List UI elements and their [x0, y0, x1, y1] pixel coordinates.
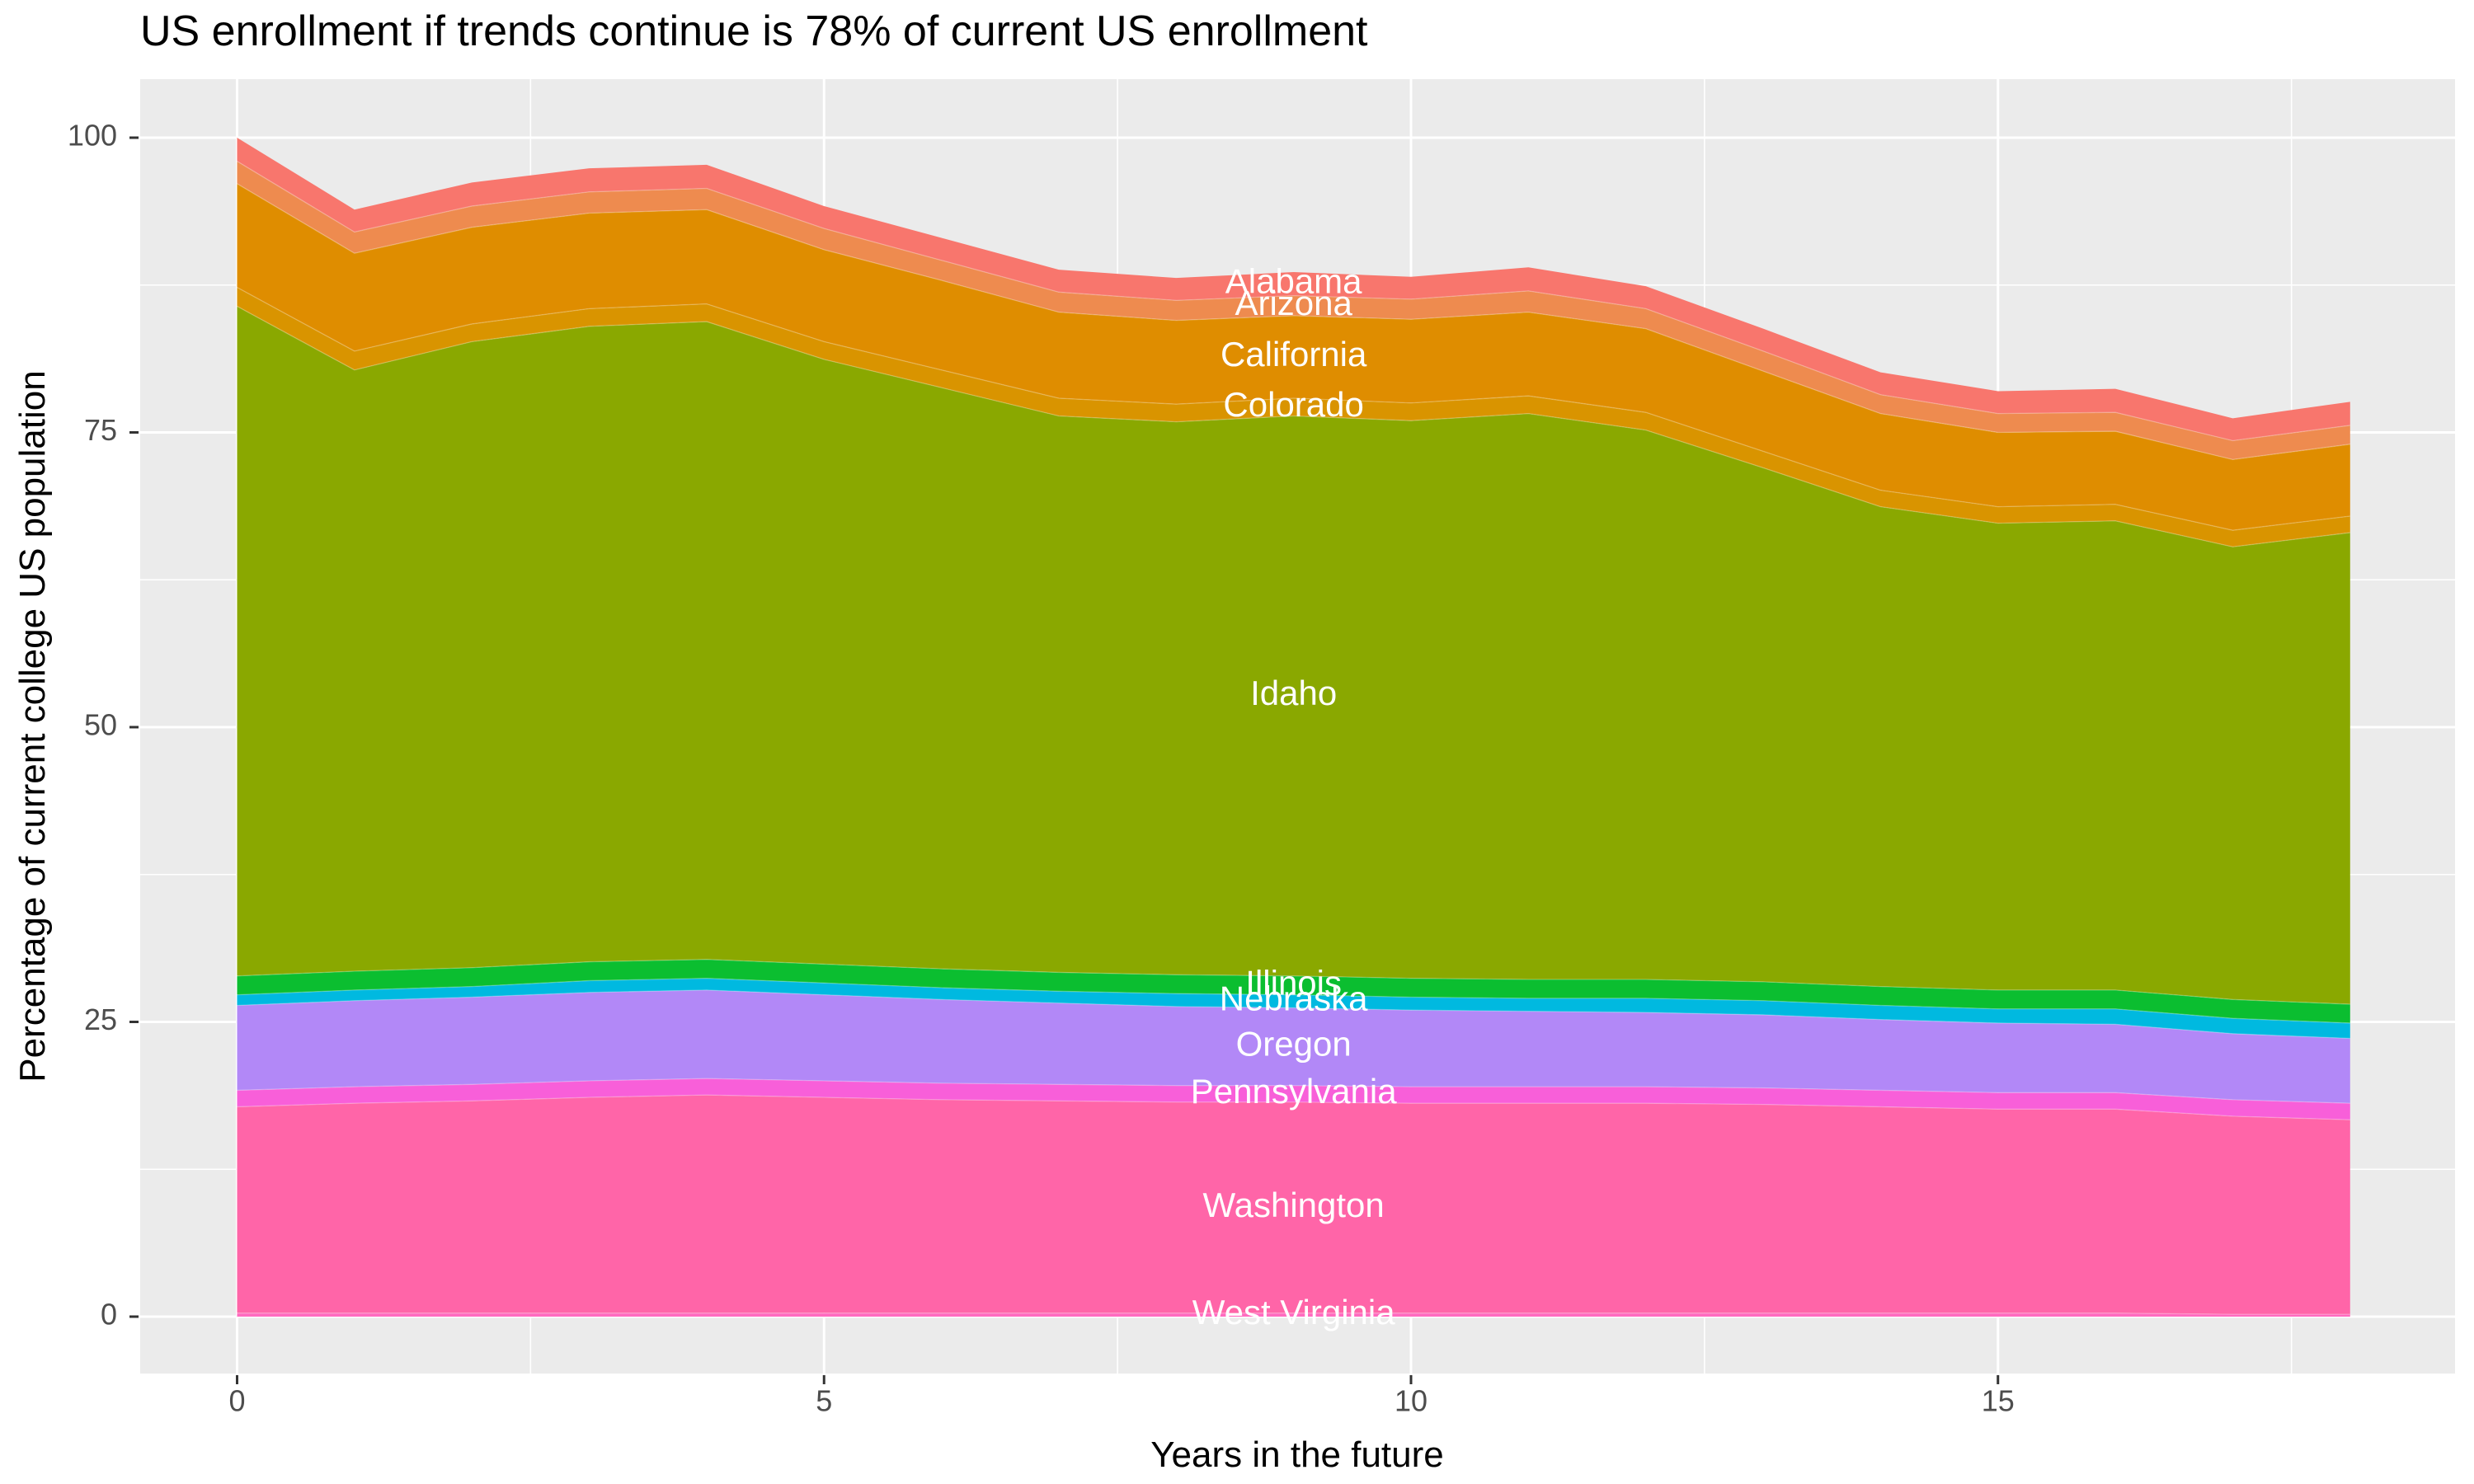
band-label-colorado: Colorado [1223, 385, 1363, 424]
band-label-alabama: Alabama [1225, 261, 1362, 300]
band-label-pennsylvania: Pennsylvania [1191, 1072, 1397, 1111]
area-band-pennsylvania [237, 1078, 2350, 1120]
y-tick-label: 50 [84, 708, 117, 742]
band-separator [237, 161, 2350, 442]
area-band-idaho [237, 306, 2350, 1005]
band-separator [237, 287, 2350, 531]
band-label-illinois: Illinois [1245, 963, 1342, 1002]
x-tick-label: 5 [816, 1384, 832, 1418]
x-tick-label: 10 [1395, 1384, 1427, 1418]
x-tick-label: 0 [228, 1384, 245, 1418]
band-label-nebraska: Nebraska [1220, 979, 1368, 1018]
area-band-washington [237, 1095, 2350, 1315]
area-band-illinois [237, 959, 2350, 1023]
band-label-oregon: Oregon [1236, 1025, 1352, 1064]
band-label-idaho: Idaho [1250, 674, 1337, 712]
area-band-oregon [237, 989, 2350, 1104]
band-separator [237, 977, 2350, 1024]
band-label-arizona: Arizona [1235, 284, 1352, 322]
band-separator [237, 989, 2350, 1040]
y-tick-label: 25 [84, 1003, 117, 1036]
area-band-nebraska [237, 978, 2350, 1039]
band-separator [237, 1078, 2350, 1104]
band-label-california: California [1221, 335, 1367, 373]
x-tick-label: 15 [1982, 1384, 2015, 1418]
y-axis-title: Percentage of current college US populat… [12, 370, 53, 1082]
chart-title: US enrollment if trends continue is 78% … [140, 7, 1368, 55]
y-tick-label: 100 [68, 119, 117, 153]
band-separator [237, 183, 2350, 461]
area-band-arizona [237, 161, 2350, 460]
y-tick-label: 0 [101, 1298, 117, 1331]
band-label-washington: Washington [1203, 1186, 1385, 1224]
band-separator [237, 1313, 2350, 1315]
y-tick-label: 75 [84, 413, 117, 447]
band-label-west-virginia: West Virginia [1192, 1293, 1396, 1331]
x-axis-title: Years in the future [1150, 1435, 1444, 1475]
band-separator [237, 959, 2350, 1005]
band-separator [237, 1094, 2350, 1120]
area-band-west-virginia [237, 1313, 2350, 1317]
band-separator [237, 305, 2350, 547]
area-band-alabama [237, 138, 2350, 441]
area-band-california [237, 183, 2350, 531]
area-band-colorado [237, 287, 2350, 547]
